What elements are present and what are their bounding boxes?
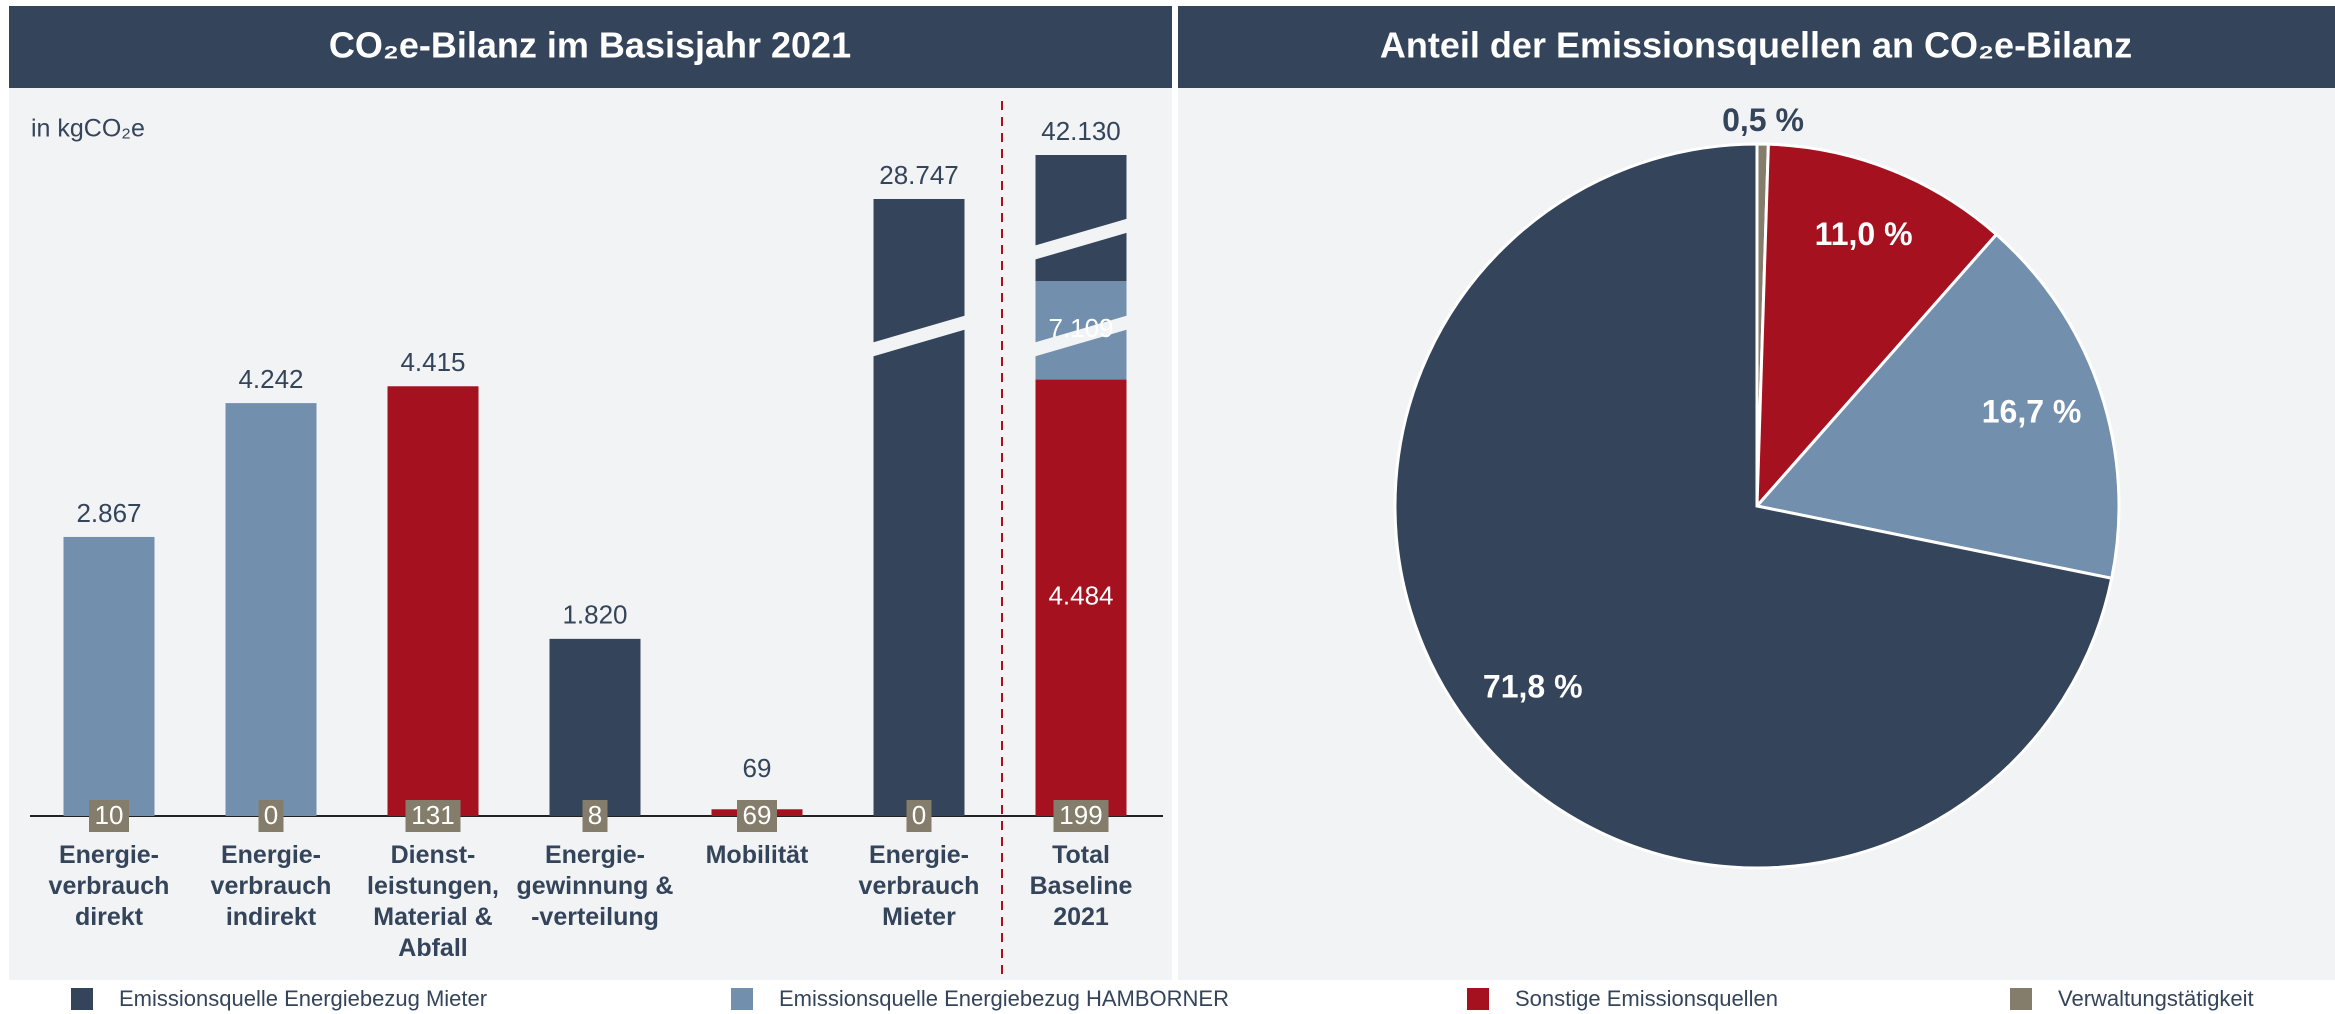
label-box-text: 10: [95, 800, 124, 830]
x-tick-line: indirekt: [226, 903, 317, 931]
x-tick-line: Total: [1052, 841, 1110, 869]
legend-swatch: [1467, 988, 1489, 1010]
data-label: 1.820: [562, 600, 627, 630]
legend-swatch: [731, 988, 753, 1010]
x-tick-line: direkt: [75, 903, 144, 931]
pie-label: 71,8 %: [1483, 669, 1583, 705]
bar-segment: [549, 638, 641, 816]
x-tick-line: Energie-: [869, 841, 969, 869]
x-tick-label: Total Baseline 2021: [1030, 841, 1133, 931]
legend-label: Verwaltungstätigkeit: [2058, 986, 2254, 1011]
legend-label: Emissionsquelle Energiebezug Mieter: [119, 986, 487, 1011]
axis-break: [1029, 314, 1133, 358]
label-box: [1053, 800, 1109, 832]
label-box-text: 69: [743, 800, 772, 830]
pie-slice: [1393, 142, 2114, 870]
x-tick-line: Material &: [373, 903, 492, 931]
x-tick-line: Dienst-: [391, 841, 476, 869]
axis-break: [867, 314, 971, 358]
pie-title: Anteil der Emissionsquellen an CO₂e-Bila…: [1380, 25, 2132, 66]
x-tick-line: verbrauch: [49, 872, 170, 900]
x-tick-line: Abfall: [398, 934, 467, 962]
pie-label: 11,0 %: [1815, 216, 1913, 252]
legend-label: Emissionsquelle Energiebezug HAMBORNER: [779, 986, 1229, 1011]
x-tick-label: Energie-verbrauch Mieter: [859, 841, 980, 931]
unit-label: in kgCO₂e: [31, 115, 145, 143]
x-tick-label: Mobilität: [706, 841, 809, 869]
x-tick-label: Energie-verbrauch direkt: [49, 841, 170, 931]
x-tick-line: Energie-: [221, 841, 321, 869]
data-label: 7.109: [1048, 313, 1113, 343]
data-label: 2.867: [76, 498, 141, 528]
x-tick-label: Energie-verbrauch indirekt: [211, 841, 332, 931]
x-tick-line: Mobilität: [706, 841, 809, 869]
x-tick-line: -verteilung: [531, 903, 659, 931]
x-tick-line: verbrauch: [859, 872, 980, 900]
total-label: 42.130: [1041, 116, 1121, 146]
legend-label: Sonstige Emissionsquellen: [1515, 986, 1778, 1011]
right-header: [1178, 6, 2335, 88]
label-box-text: 0: [912, 800, 926, 830]
data-label: 4.415: [400, 347, 465, 377]
x-tick-line: Mieter: [882, 903, 956, 931]
label-box: [405, 800, 461, 832]
bar-segment: [387, 386, 479, 816]
x-tick-line: verbrauch: [211, 872, 332, 900]
pie-slice: [1755, 142, 1999, 511]
x-tick-line: gewinnung &: [517, 872, 674, 900]
bar-segment: [1035, 379, 1127, 816]
axis-break: [1029, 217, 1133, 262]
pie-slice: [1754, 232, 2121, 581]
data-label: 28.747: [879, 160, 959, 190]
label-box-text: 199: [1059, 800, 1102, 830]
bar-segment: [225, 403, 317, 816]
x-tick-line: Energie-: [59, 841, 159, 869]
pie-label: 16,7 %: [1982, 393, 2082, 429]
label-box: [582, 800, 608, 832]
data-label: 4.484: [1048, 581, 1113, 611]
bar-segment: [873, 198, 965, 817]
label-box: [89, 800, 129, 832]
label-box: [258, 800, 284, 832]
x-tick-line: Energie-: [545, 841, 645, 869]
bar-title: CO₂e-Bilanz im Basisjahr 2021: [329, 25, 851, 66]
x-tick-line: Baseline: [1030, 872, 1133, 900]
data-label: 69: [743, 753, 772, 783]
label-box-text: 131: [411, 800, 454, 830]
x-tick-line: 2021: [1053, 903, 1109, 931]
label-box-text: 8: [588, 800, 602, 830]
data-label: 4.242: [238, 364, 303, 394]
x-tick-line: leistungen,: [367, 872, 499, 900]
legend-swatch: [2010, 988, 2032, 1010]
label-box: [906, 800, 932, 832]
x-tick-label: Dienst-leistungen, Material & Abfall: [367, 841, 499, 962]
left-panel: [9, 6, 1172, 980]
pie-label: 0,5 %: [1722, 102, 1804, 138]
left-header: [9, 6, 1172, 88]
legend-swatch: [71, 988, 93, 1010]
bar-segment: [63, 536, 155, 816]
label-box: [737, 800, 777, 832]
x-tick-label: Energie-gewinnung & -verteilung: [517, 841, 674, 931]
bar-segment: [1035, 155, 1127, 282]
label-box-text: 0: [264, 800, 278, 830]
